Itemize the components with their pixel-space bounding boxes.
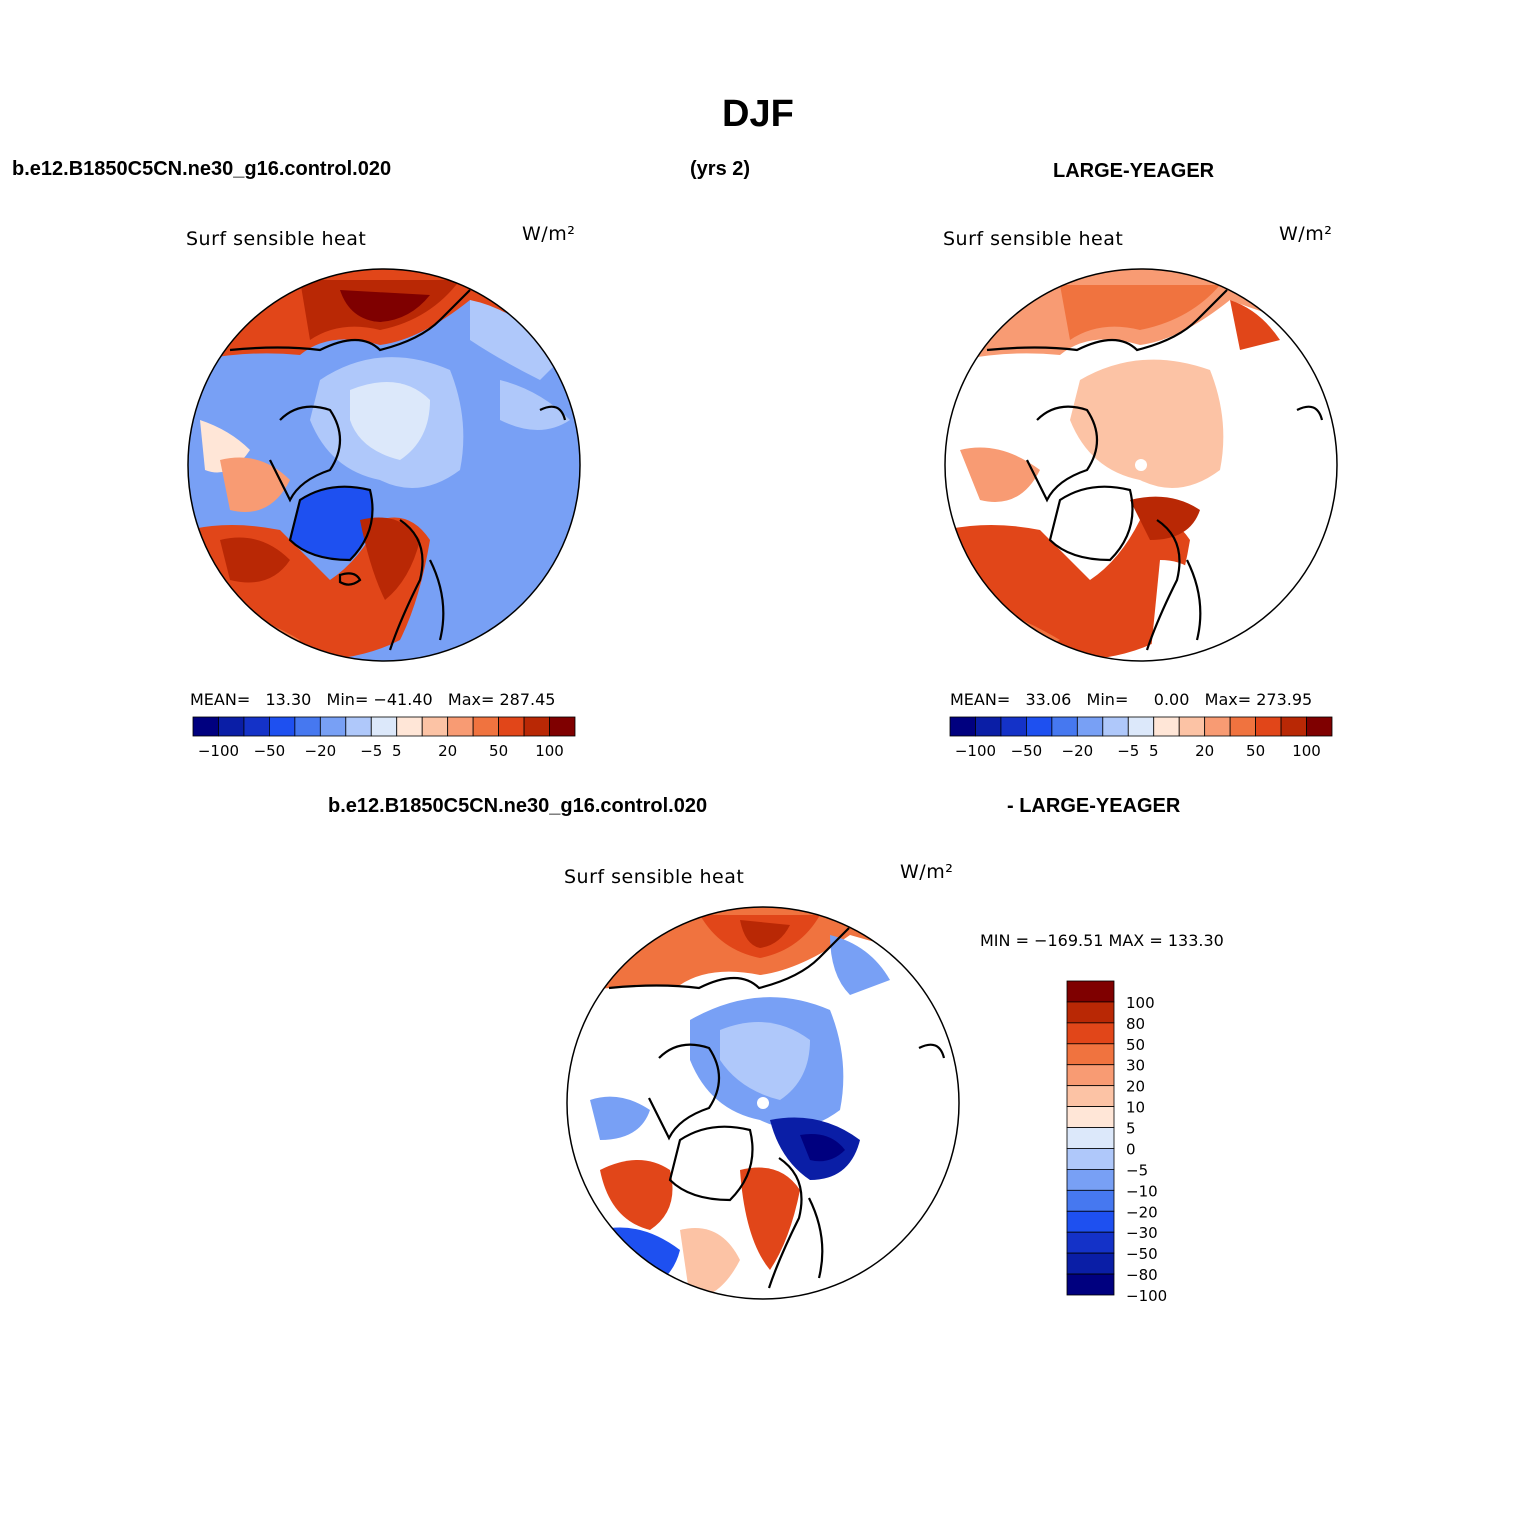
colorbar-swatch <box>447 716 474 737</box>
case-right-label: LARGE-YEAGER <box>1053 160 1215 182</box>
colorbar-swatch <box>1076 716 1104 737</box>
colorbar-swatch <box>1153 716 1180 737</box>
colorbar-swatch <box>1066 1127 1115 1149</box>
colorbar-swatch <box>1066 1022 1115 1045</box>
colorbar-tick-label: 100 <box>1292 742 1321 760</box>
colorbar-tick-label: −50 <box>1011 742 1043 760</box>
colorbar-level-label: 50 <box>1126 1036 1145 1054</box>
colorbar-swatch <box>949 716 976 737</box>
panel1-variable: Surf sensible heat <box>186 228 367 250</box>
colorbar-swatch <box>1066 1252 1115 1275</box>
colorbar-swatch <box>1066 1043 1115 1066</box>
colorbar-level-label: 5 <box>1126 1120 1136 1138</box>
colorbar-tick-label: −20 <box>305 742 337 760</box>
colorbar-swatch <box>1066 1189 1115 1212</box>
colorbar-tick-label: −5 <box>1117 742 1139 760</box>
colorbar-swatch <box>1066 1169 1115 1191</box>
colorbar-swatch <box>1102 716 1129 737</box>
colorbar-swatch <box>1066 1148 1115 1170</box>
colorbar-swatch <box>549 716 576 737</box>
colorbar-swatch <box>1204 716 1231 737</box>
colorbar-swatch <box>1066 1064 1115 1087</box>
colorbar-tick-label: 20 <box>1195 742 1214 760</box>
colorbar-swatch <box>1229 716 1256 737</box>
colorbar-level-label: −50 <box>1126 1245 1158 1263</box>
colorbar-swatch <box>1066 1106 1115 1128</box>
colorbar-level-label: 80 <box>1126 1015 1145 1033</box>
colorbar-swatch <box>1026 716 1053 737</box>
colorbar-level-label: 0 <box>1126 1140 1136 1158</box>
panel1-stats: MEAN= 13.30 Min= −41.40 Max= 287.45 <box>190 690 556 709</box>
colorbar-level-label: −100 <box>1126 1287 1167 1305</box>
colorbar-swatch <box>1051 716 1078 737</box>
colorbar-swatch <box>1066 980 1115 1003</box>
panel3-units: W/m² <box>900 861 954 883</box>
colorbar-level-label: 30 <box>1126 1057 1145 1075</box>
main-title: DJF <box>722 93 794 135</box>
colorbar-swatch <box>498 716 525 737</box>
colorbar-tick-label: 5 <box>392 742 402 760</box>
colorbar-swatch <box>1000 716 1027 737</box>
colorbar-swatch <box>1066 1001 1115 1024</box>
colorbar-tick-label: −5 <box>360 742 382 760</box>
colorbar-level-label: −20 <box>1126 1203 1158 1221</box>
colorbar-swatch <box>396 716 423 737</box>
colorbar-tick-label: 50 <box>489 742 508 760</box>
colorbar-swatch <box>472 716 499 737</box>
colorbar-swatch <box>1066 1231 1115 1254</box>
colorbar-swatch <box>1306 716 1333 737</box>
colorbar-level-label: 100 <box>1126 994 1155 1012</box>
colorbar-swatch <box>294 716 321 737</box>
colorbar-swatch <box>218 716 245 737</box>
colorbar-tick-label: 20 <box>438 742 457 760</box>
colorbar-swatch <box>421 716 449 737</box>
colorbar-swatch <box>1178 716 1206 737</box>
colorbar-swatch <box>975 716 1002 737</box>
colorbar-swatch <box>523 716 550 737</box>
colorbar-tick-label: −100 <box>955 742 996 760</box>
colorbar-swatch <box>1066 1085 1115 1107</box>
colorbar-tick-label: −20 <box>1062 742 1094 760</box>
colorbar-level-label: −10 <box>1126 1182 1158 1200</box>
panel2-stats: MEAN= 33.06 Min= 0.00 Max= 273.95 <box>950 690 1313 709</box>
colorbar-swatch <box>1066 1273 1115 1296</box>
colorbar-level-label: 10 <box>1126 1099 1145 1117</box>
colorbar-tick-label: 100 <box>535 742 564 760</box>
colorbar-swatch <box>1127 716 1155 737</box>
colorbar-tick-label: 5 <box>1149 742 1159 760</box>
colorbar-level-label: −5 <box>1126 1161 1148 1179</box>
colorbar-tick-label: −100 <box>198 742 239 760</box>
colorbar-level-label: −80 <box>1126 1266 1158 1284</box>
colorbar-level-label: −30 <box>1126 1224 1158 1242</box>
panel3-stats: MIN = −169.51 MAX = 133.30 <box>980 931 1224 950</box>
diff-case-left-label: b.e12.B1850C5CN.ne30_g16.control.020 <box>328 795 708 817</box>
colorbar-swatch <box>319 716 347 737</box>
colorbar-swatch <box>192 716 219 737</box>
colorbar-swatch <box>345 716 372 737</box>
panel2-variable: Surf sensible heat <box>943 228 1124 250</box>
colorbar-tick-label: −50 <box>254 742 286 760</box>
panel2-units: W/m² <box>1279 223 1333 245</box>
diff-case-right-label: - LARGE-YEAGER <box>1007 795 1181 817</box>
colorbar-swatch <box>1280 716 1307 737</box>
colorbar-swatch <box>243 716 270 737</box>
years-label: (yrs 2) <box>690 158 751 180</box>
colorbar-swatch <box>370 716 398 737</box>
colorbar-tick-label: 50 <box>1246 742 1265 760</box>
colorbar-swatch <box>1066 1210 1115 1233</box>
panel1-units: W/m² <box>522 223 576 245</box>
colorbar-swatch <box>268 716 296 737</box>
case-left-label: b.e12.B1850C5CN.ne30_g16.control.020 <box>12 158 392 180</box>
panel3-variable: Surf sensible heat <box>564 866 745 888</box>
colorbar-level-label: 20 <box>1126 1078 1145 1096</box>
colorbar-swatch <box>1255 716 1282 737</box>
